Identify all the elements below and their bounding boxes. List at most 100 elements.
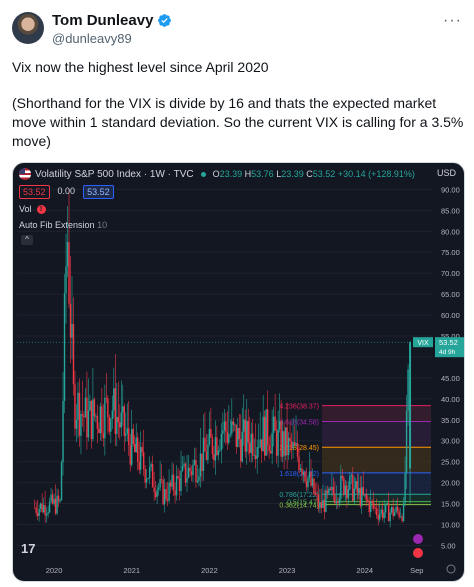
fib-indicator-legend[interactable]: Auto Fib Extension 10 <box>19 220 107 230</box>
x-tick-label: 2021 <box>123 566 140 575</box>
vix-candlestick-chart: 4.236(38.37)3.618(34.58)2.618(28.45)1.61… <box>17 185 464 575</box>
candle-body <box>301 468 303 475</box>
candle-body <box>255 455 257 459</box>
candle-body <box>405 410 408 474</box>
candle-body <box>237 428 239 447</box>
candle-body <box>208 429 211 445</box>
us-flag-icon <box>19 168 31 180</box>
candle-body <box>249 442 251 453</box>
author-handle[interactable]: @dunleavy89 <box>52 31 132 46</box>
fib-level-label: 0.786(17.22) <box>279 492 319 499</box>
candle-body <box>278 421 281 430</box>
tweet-line-2: (Shorthand for the VIX is divide by 16 a… <box>12 95 464 149</box>
candle-body <box>260 439 263 452</box>
candle-body <box>56 495 58 514</box>
candle-body <box>81 414 84 416</box>
fib-zone <box>322 405 431 422</box>
candle-body <box>311 478 314 486</box>
candle-body <box>111 410 114 419</box>
candle-body <box>359 488 361 507</box>
lightning-icon <box>413 534 423 544</box>
candle-body <box>98 428 100 434</box>
candle-body <box>277 429 279 456</box>
candle-body <box>284 427 287 456</box>
candle-body <box>332 487 335 495</box>
candle-body <box>272 416 275 433</box>
more-options-icon[interactable]: ··· <box>443 12 462 29</box>
candle-body <box>223 421 226 431</box>
candle-body <box>386 502 388 504</box>
avatar[interactable] <box>12 12 44 44</box>
candle-body <box>346 485 348 499</box>
fib-indicator-value: 10 <box>97 220 108 230</box>
buy-price-pill[interactable]: 53.52 <box>83 185 114 199</box>
y-tick-label: 15.00 <box>441 500 460 509</box>
candle-body <box>48 501 51 513</box>
candle-body <box>214 437 217 461</box>
candle-body <box>92 399 94 440</box>
candle-body <box>156 489 158 497</box>
candle-body <box>198 476 200 481</box>
chart-title: Volatility S&P 500 Index · 1W · TVC <box>35 168 194 180</box>
candle-body <box>307 477 309 488</box>
candle-body <box>169 482 172 487</box>
chart-image[interactable]: 4.236(38.37)3.618(34.58)2.618(28.45)1.61… <box>12 162 465 582</box>
candle-body <box>74 384 76 429</box>
candle-body <box>326 490 329 494</box>
ohlc-readout: O23.39 H53.76 L23.39 C53.52 +30.14 (+128… <box>212 169 415 179</box>
candle-body <box>154 492 157 497</box>
candle-body <box>69 303 72 338</box>
candle-body <box>105 397 108 399</box>
candle-body <box>325 490 327 512</box>
market-status-dot-icon <box>200 171 206 177</box>
candle-body <box>266 409 269 446</box>
collapse-legend-icon[interactable]: ^ <box>21 235 33 245</box>
candle-body <box>395 506 397 513</box>
y-tick-label: 60.00 <box>441 311 460 320</box>
candle-body <box>331 487 333 490</box>
candle-body <box>68 242 70 304</box>
candle-body <box>202 437 205 472</box>
candle-body <box>316 494 318 495</box>
candle-body <box>280 421 282 457</box>
candle-body <box>41 503 43 513</box>
y-tick-label: 25.00 <box>441 458 460 467</box>
currency-label[interactable]: USD <box>436 168 456 178</box>
candle-body <box>45 513 48 516</box>
candle-body <box>375 508 378 516</box>
candle-body <box>192 464 194 476</box>
candle-body <box>71 324 73 338</box>
candle-body <box>196 480 199 483</box>
candle-body <box>364 494 366 496</box>
candle-body <box>250 433 252 453</box>
candle-body <box>50 494 52 502</box>
x-tick-label: 2024 <box>356 566 373 575</box>
candle-body <box>310 471 312 486</box>
candle-body <box>216 437 218 456</box>
candle-body <box>84 397 87 418</box>
candle-body <box>349 476 351 490</box>
candle-body <box>225 421 227 433</box>
volume-indicator[interactable]: Vol ! <box>19 204 46 214</box>
candle-body <box>193 460 196 465</box>
candle-body <box>137 437 139 462</box>
candle-body <box>377 515 379 520</box>
candle-body <box>352 475 354 501</box>
candle-body <box>398 511 400 517</box>
candle-body <box>407 369 409 411</box>
sell-price-pill[interactable]: 53.52 <box>19 185 50 199</box>
candle-body <box>72 324 75 385</box>
tweet-line-1: Vix now the highest level since April 20… <box>12 59 269 75</box>
candle-body <box>401 516 403 521</box>
candle-body <box>229 433 232 435</box>
candle-body <box>334 494 336 504</box>
candle-body <box>290 441 293 449</box>
candle-body <box>235 424 237 447</box>
author-name[interactable]: Tom Dunleavy <box>52 12 154 29</box>
candle-body <box>59 500 61 502</box>
candle-body <box>129 445 131 465</box>
fib-zone <box>322 421 431 448</box>
candle-body <box>108 417 111 432</box>
candle-body <box>317 494 320 509</box>
fib-level-label: 3.618(34.58) <box>279 420 319 427</box>
